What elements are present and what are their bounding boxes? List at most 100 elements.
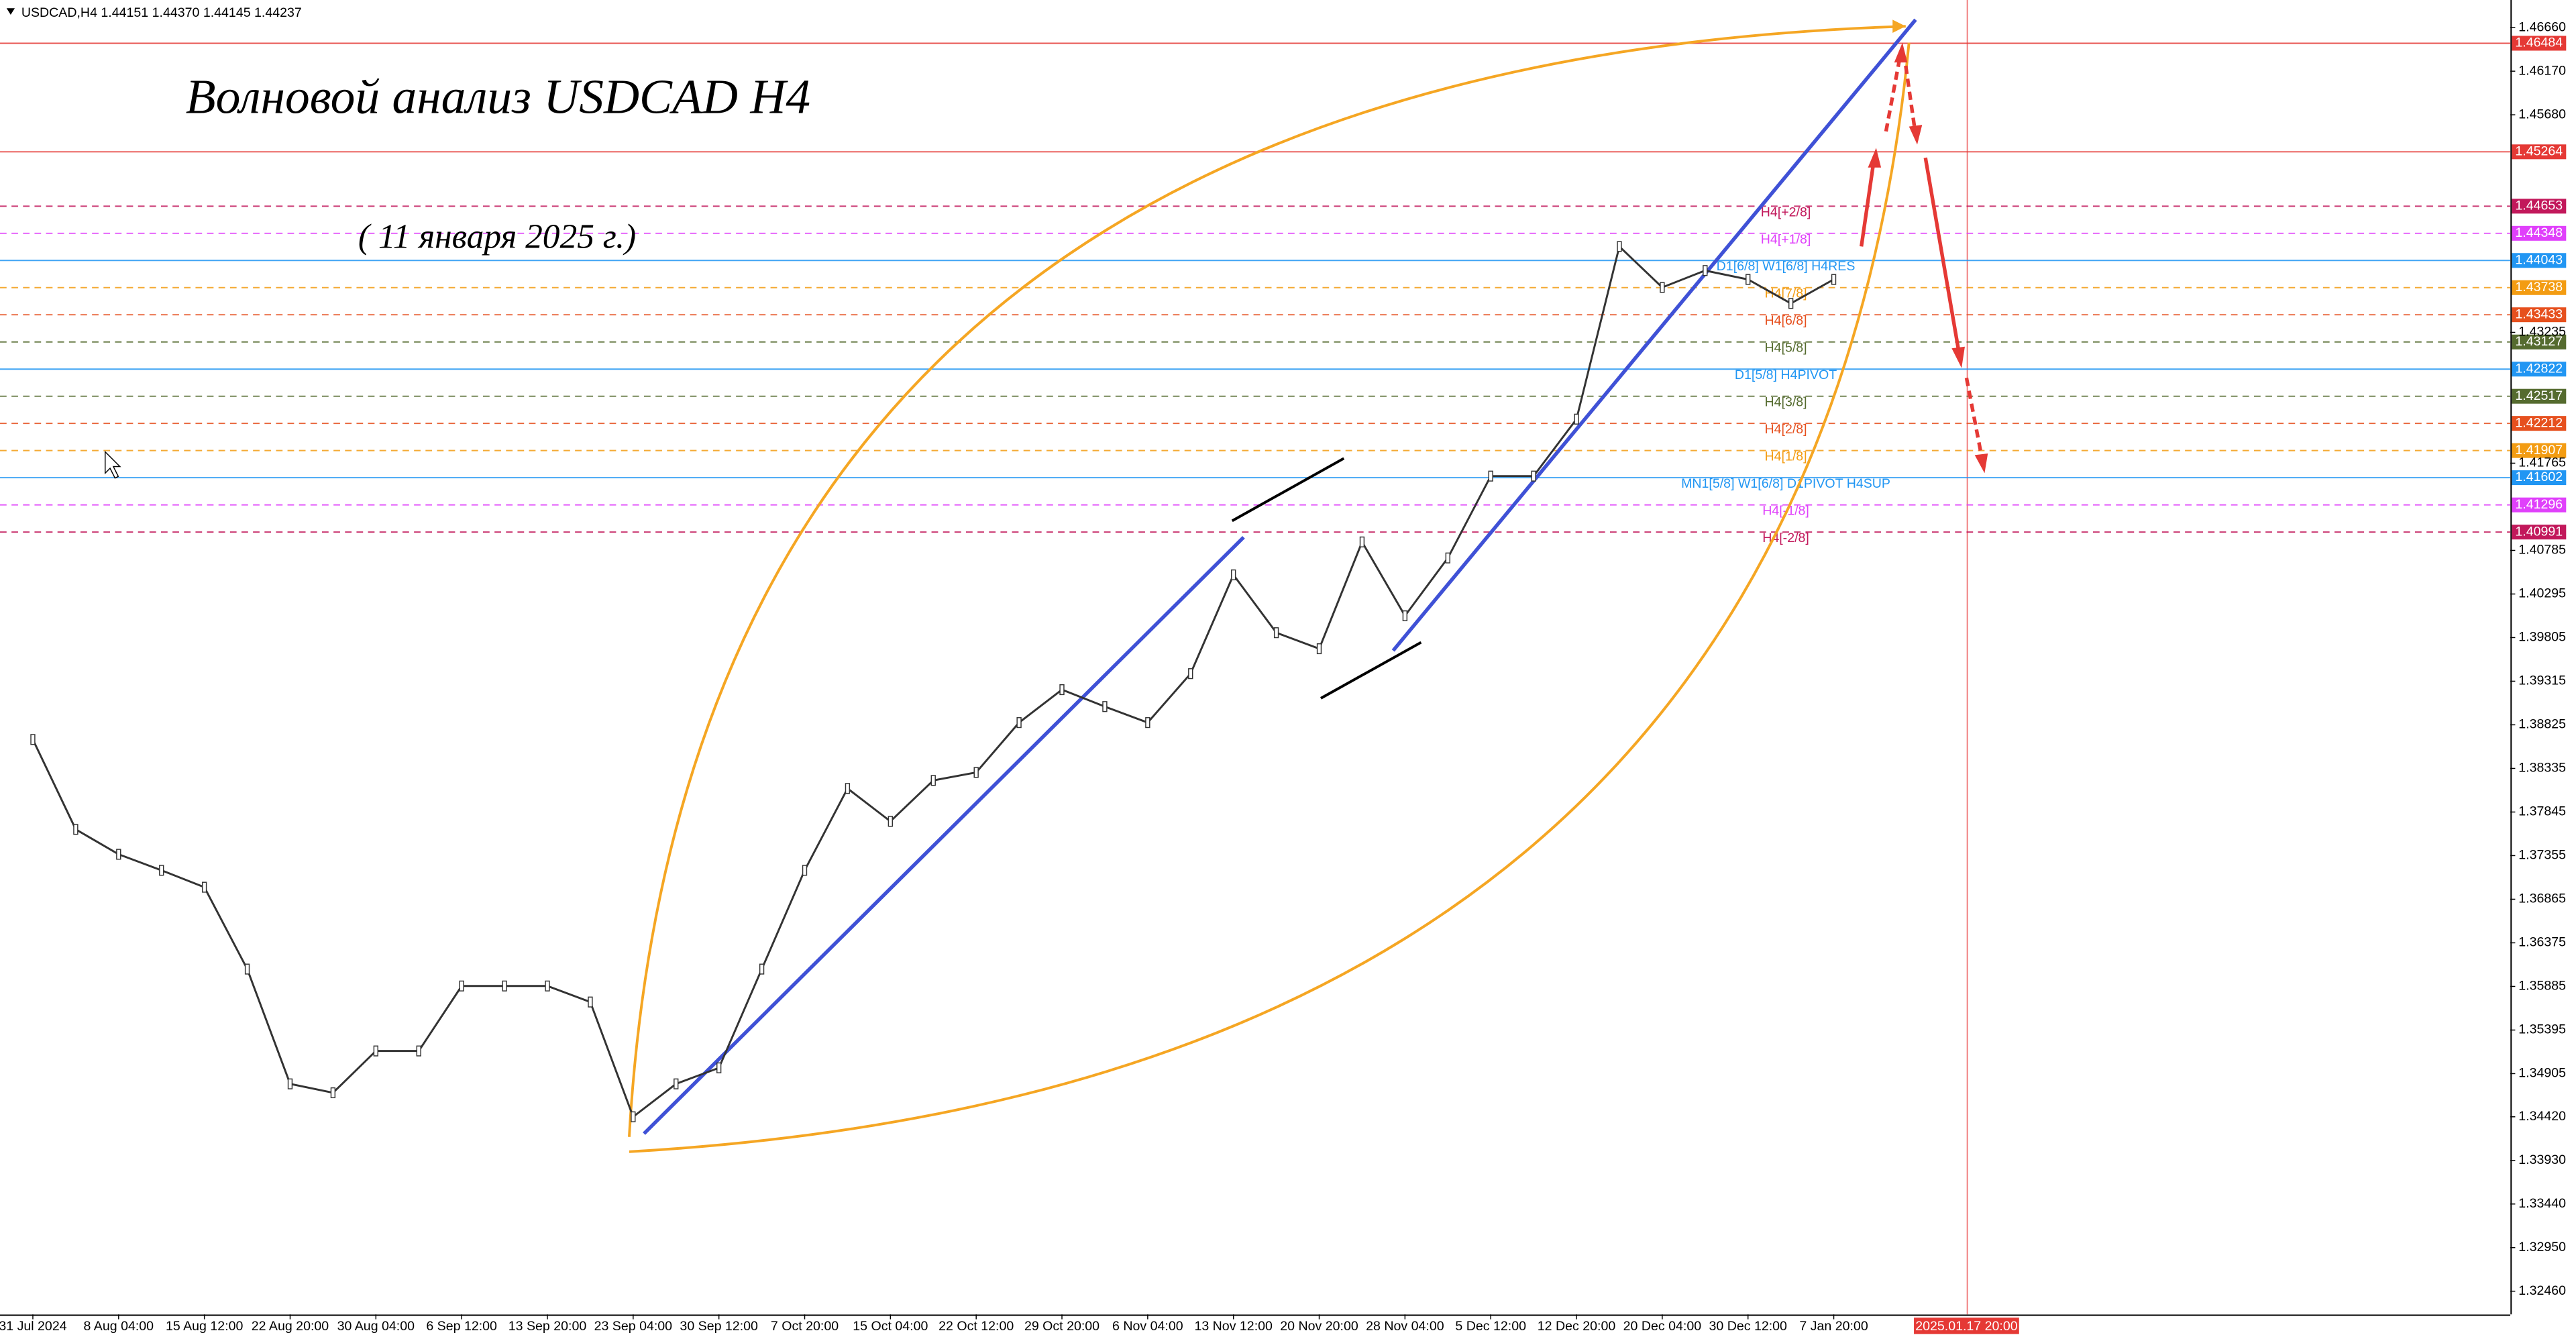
x-tick-label: 30 Sep 12:00 [680,1319,758,1334]
y-tick-label: 1.32460 [2518,1283,2566,1298]
y-tick-label: 1.33440 [2518,1196,2566,1211]
channel-line [1231,457,1345,523]
arc-arrow [1892,19,1906,33]
level-text: H4[5/8] [1764,341,1807,356]
forecast-arrow [1904,65,1918,136]
level-value: 1.43433 [2515,307,2563,321]
price-point [1316,643,1322,655]
level-box [2512,497,2567,513]
price-point [888,816,894,827]
y-tick-label: 1.38335 [2518,761,2566,775]
level-text: H4[1/8] [1764,449,1807,464]
price-point [545,980,550,992]
x-tick-label: 28 Nov 04:00 [1366,1319,1444,1334]
y-tick-label: 1.39315 [2518,674,2566,688]
level-text: H4[+1/8] [1761,232,1811,247]
forecast-arrow [1884,52,1903,132]
price-point [1445,552,1450,564]
price-point [1102,701,1108,712]
y-tick-label: 1.35395 [2518,1022,2566,1037]
chart-title: Волновой анализ USDCAD H4 [186,70,810,124]
price-point [159,865,164,876]
level-box [2512,307,2567,323]
level-box [2512,525,2567,540]
price-point [1188,668,1193,680]
level-value: 1.46484 [2515,36,2563,50]
arrow-head [1868,148,1882,168]
y-tick-label: 1.41765 [2518,456,2566,470]
x-tick-label: 30 Aug 04:00 [337,1319,415,1334]
y-tick-label: 1.36865 [2518,892,2566,906]
level-value: 1.45264 [2515,144,2563,158]
price-point [244,963,250,975]
x-tick-label: 22 Aug 20:00 [252,1319,329,1334]
y-tick-label: 1.38825 [2518,717,2566,732]
level-box [2512,144,2567,160]
menu-arrow[interactable] [6,8,15,15]
level-box [2512,199,2567,214]
forecast-arrow [1964,377,1985,464]
level-box [2512,334,2567,350]
y-tick-label: 1.33930 [2518,1153,2566,1167]
cursor-time: 2025.01.17 20:00 [1915,1319,2018,1334]
level-value: 1.40991 [2515,524,2563,539]
price-point [802,865,808,876]
level-box [2512,253,2567,268]
mouse-cursor [105,450,121,479]
price-point [1660,282,1665,293]
level-value: 1.41907 [2515,443,2563,458]
price-point [330,1087,336,1099]
y-tick-label: 1.32950 [2518,1240,2566,1254]
price-point [588,996,593,1008]
price-point [1531,470,1536,482]
arc [629,42,1911,1153]
y-tick-label: 1.34420 [2518,1109,2566,1124]
x-tick-label: 20 Nov 20:00 [1280,1319,1358,1334]
x-tick-label: 6 Nov 04:00 [1112,1319,1183,1334]
price-point [201,881,207,893]
x-tick-label: 30 Dec 12:00 [1709,1319,1787,1334]
price-point [1788,298,1794,309]
forecast-arrow [1860,156,1876,247]
level-text: H4[7/8] [1764,286,1807,301]
level-box [2512,36,2567,51]
price-point [1402,610,1408,622]
arc [628,25,1906,1137]
y-tick-label: 1.43235 [2518,325,2566,339]
y-tick-label: 1.35885 [2518,979,2566,994]
price-point [1359,536,1365,547]
x-tick-label: 12 Dec 20:00 [1538,1319,1616,1334]
price-point [1574,413,1579,425]
y-tick-label: 1.46660 [2518,19,2566,34]
arrow-head [1894,42,1908,63]
price-point [1617,241,1622,252]
chart-subtitle: ( 11 января 2025 г.) [358,217,636,256]
level-text: H4[3/8] [1764,395,1807,410]
y-tick-label: 1.45680 [2518,107,2566,121]
price-point [116,849,121,860]
y-tick-label: 1.46170 [2518,63,2566,78]
price-point [930,775,936,786]
y-tick-label: 1.37355 [2518,848,2566,863]
x-tick-label: 13 Sep 20:00 [508,1319,587,1334]
price-point [1016,717,1022,729]
level-box [2512,362,2567,377]
level-value: 1.44653 [2515,199,2563,213]
price-point [1059,684,1065,696]
level-value: 1.41602 [2515,470,2563,484]
x-tick-label: 31 Jul 2024 [0,1319,67,1334]
x-tick-label: 20 Dec 04:00 [1623,1319,1702,1334]
level-value: 1.44043 [2515,252,2563,267]
level-value: 1.43738 [2515,280,2563,294]
price-point [502,980,507,992]
level-text: H4[6/8] [1764,313,1807,328]
cursor-time-box [1914,1318,2019,1334]
price-point [631,1111,636,1122]
price-point [1831,274,1837,285]
x-tick-label: 8 Aug 04:00 [84,1319,154,1334]
level-box [2512,280,2567,295]
level-box [2512,470,2567,486]
